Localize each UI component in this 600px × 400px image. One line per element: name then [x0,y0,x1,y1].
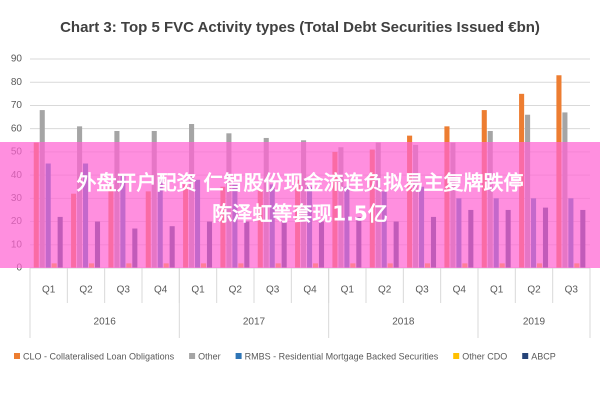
legend-swatch [453,353,460,359]
banner-background [0,142,600,268]
x-tick-label: Q2 [229,285,243,296]
legend-label: Other CDO [462,351,507,361]
y-tick-label: 70 [11,100,23,111]
x-tick-label: Q1 [191,285,205,296]
x-tick-label: Q1 [341,285,355,296]
legend-label: RMBS - Residential Mortgage Backed Secur… [245,351,439,361]
y-tick-label: 80 [11,77,23,88]
chart-title: Chart 3: Top 5 FVC Activity types (Total… [60,19,540,36]
x-tick-label: Q2 [527,285,541,296]
legend-swatch [14,353,20,359]
x-tick-label: Q2 [79,285,93,296]
x-tick-label: Q4 [303,285,317,296]
x-tick-label: Q2 [378,285,392,296]
legend-swatch [189,353,196,359]
x-tick-label: Q3 [565,285,579,296]
group-label: 2019 [523,317,546,328]
y-tick-label: 0 [16,263,22,274]
y-tick-label: 90 [11,54,23,65]
group-label: 2017 [243,317,266,328]
banner-text: 外盘开户配资 仁智股份现金流连负拟易主复牌跌停 [77,171,524,195]
legend-label: Other [198,351,221,361]
legend-label: ABCP [531,351,556,361]
legend-swatch [522,353,529,359]
banner-text: 陈泽虹等套现1.5亿 [212,202,387,226]
x-tick-label: Q4 [453,285,467,296]
x-tick-label: Q1 [42,285,56,296]
x-tick-label: Q3 [266,285,280,296]
x-tick-label: Q4 [154,285,168,296]
x-tick-label: Q3 [117,285,131,296]
group-label: 2018 [392,317,415,328]
legend-swatch [235,353,242,359]
x-tick-label: Q3 [415,285,429,296]
legend-label: CLO - Collateralised Loan Obligations [23,351,175,361]
y-tick-label: 60 [11,123,23,134]
x-tick-label: Q1 [490,285,504,296]
group-label: 2016 [94,317,117,328]
